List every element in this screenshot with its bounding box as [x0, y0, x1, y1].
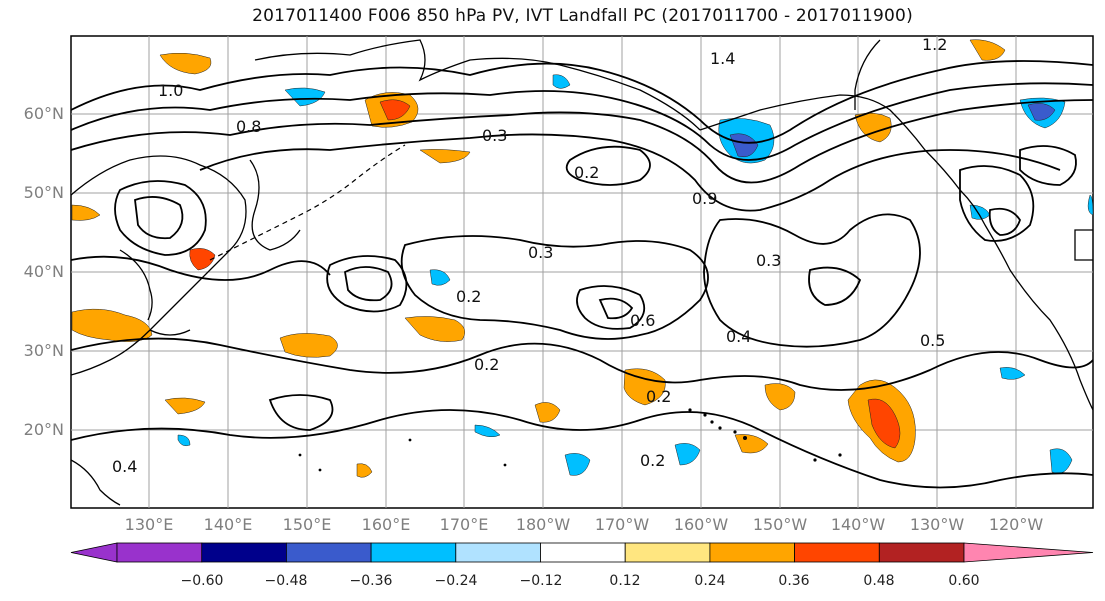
lon-label: 170°E: [439, 515, 489, 534]
contour-label: 0.3: [528, 243, 553, 262]
contour-label: 0.2: [640, 451, 665, 470]
lon-label: 130°W: [909, 515, 965, 534]
contour-label: 1.0: [158, 81, 183, 100]
contour-label: 0.4: [726, 327, 751, 346]
lon-label: 130°E: [124, 515, 174, 534]
lon-label: 160°E: [361, 515, 411, 534]
colorbar-tick-label: −0.36: [349, 573, 393, 589]
shading-negative: [177, 74, 1093, 476]
colorbar-segment: [201, 542, 287, 563]
colorbar-segment: [116, 542, 203, 563]
colorbar-tick-label: 0.24: [694, 573, 726, 589]
contour-label: 1.4: [710, 49, 735, 68]
colorbar-tick-label: −0.12: [519, 573, 563, 589]
colorbar-segment: [624, 542, 711, 563]
contour-label: 0.2: [456, 287, 481, 306]
colorbar-segment: [370, 542, 457, 563]
colorbar: [70, 542, 1094, 563]
contour-label: 0.2: [574, 163, 599, 182]
colorbar-segment: [540, 542, 626, 563]
contour-label: 0.2: [646, 387, 671, 406]
contour-label: 0.6: [630, 311, 655, 330]
lon-label: 120°W: [988, 515, 1044, 534]
colorbar-tick-label: −0.48: [264, 573, 308, 589]
contour-label: 0.5: [920, 331, 945, 350]
lon-label: 160°W: [673, 515, 729, 534]
lon-label: 180°W: [515, 515, 571, 534]
lon-label: 150°W: [752, 515, 808, 534]
colorbar-tick-label: 0.12: [609, 573, 641, 589]
shading-positive: [71, 39, 1006, 478]
contour-label: 0.9: [692, 189, 717, 208]
colorbar-segment: [455, 542, 541, 563]
colorbar-tick-label: −0.60: [180, 573, 224, 589]
contour-label: 0.2: [474, 355, 499, 374]
contour-label: 1.2: [922, 35, 947, 54]
pv-contours: [71, 60, 1093, 489]
contour-label: 0.4: [112, 457, 137, 476]
lon-label: 150°E: [282, 515, 332, 534]
contour-label: 0.8: [236, 117, 261, 136]
lon-label: 140°E: [203, 515, 253, 534]
lat-label: 60°N: [23, 104, 64, 123]
contour-labels: 0.3 0.2 0.3 0.3 0.2 0.4 0.5 0.6 0.2 0.2 …: [112, 35, 947, 476]
colorbar-arrow-min: [70, 542, 118, 563]
map-title: 2017011400 F006 850 hPa PV, IVT Landfall…: [252, 6, 913, 26]
colorbar-segment: [878, 542, 965, 563]
lon-label: 170°W: [594, 515, 650, 534]
colorbar-tick-label: 0.60: [948, 573, 980, 589]
islands: [298, 408, 842, 472]
colorbar-segment: [285, 542, 372, 563]
contour-label: 0.3: [482, 126, 507, 145]
colorbar-segment: [794, 542, 880, 563]
colorbar-tick-label: 0.48: [863, 573, 895, 589]
colorbar-tick-label: −0.24: [434, 573, 478, 589]
colorbar-arrow-max: [963, 542, 1094, 563]
contour-label: 0.3: [756, 251, 781, 270]
lat-label: 50°N: [23, 183, 64, 202]
lon-label: 140°W: [830, 515, 886, 534]
lat-label: 40°N: [23, 262, 64, 281]
colorbar-segment: [709, 542, 796, 563]
lat-label: 20°N: [23, 420, 64, 439]
boundary-line: [209, 144, 406, 261]
lat-label: 30°N: [23, 341, 64, 360]
colorbar-tick-label: 0.36: [778, 573, 810, 589]
